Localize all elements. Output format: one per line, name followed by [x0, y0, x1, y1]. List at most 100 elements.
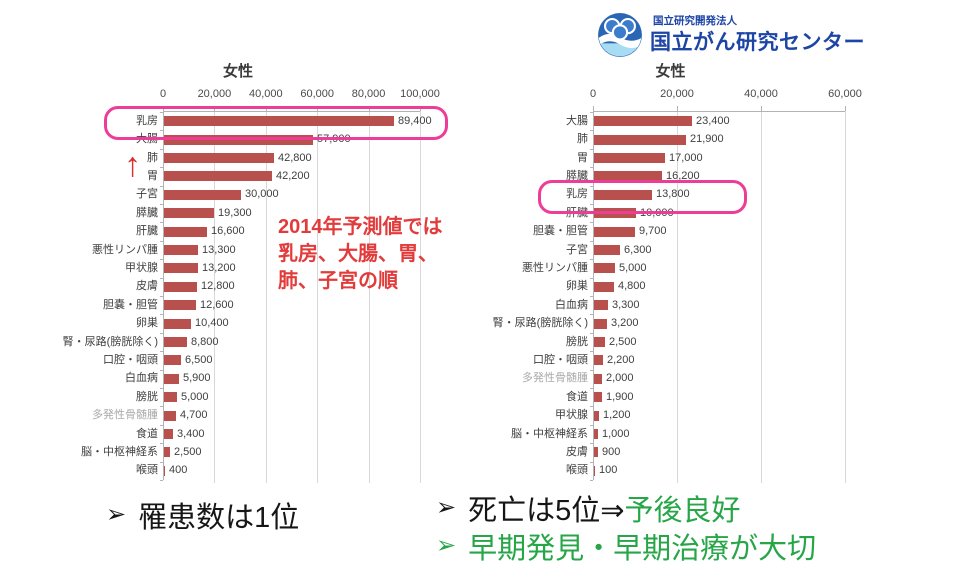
- category-axis-tick: [160, 443, 163, 445]
- category-axis-tick: [590, 222, 593, 224]
- x-tick-label: 0: [159, 88, 167, 100]
- incidence-rank-bullet: ➢ 罹患数は1位: [106, 494, 299, 536]
- value-label: 13,800: [656, 188, 690, 201]
- category-label: 白血病: [125, 372, 158, 385]
- bar: [594, 263, 615, 274]
- gridline: [317, 111, 319, 483]
- bar: [164, 263, 198, 274]
- value-label: 23,400: [696, 114, 730, 127]
- category-axis-tick: [160, 296, 163, 297]
- bar: [164, 392, 177, 403]
- x-tick-label: 80,000: [351, 88, 386, 100]
- axis-tick: [677, 106, 678, 112]
- bar: [164, 171, 272, 182]
- category-label: 膀胱: [566, 335, 588, 348]
- value-label: 1,200: [603, 409, 631, 422]
- value-label: 89,400: [398, 114, 432, 127]
- category-label: 多発性骨髄腫: [92, 409, 158, 422]
- category-label: 乳房: [566, 188, 588, 201]
- category-axis-tick: [160, 167, 163, 169]
- category-axis-tick: [590, 204, 593, 205]
- bar: [164, 410, 176, 421]
- bar: [594, 189, 652, 200]
- gridline: [214, 111, 216, 483]
- ncc-logo-icon: [597, 12, 643, 58]
- category-axis-tick: [160, 351, 163, 353]
- bar: [594, 318, 607, 329]
- gridline: [677, 111, 678, 483]
- category-label: 食道: [566, 390, 588, 403]
- bar: [594, 373, 602, 384]
- bar: [594, 153, 665, 163]
- early-detection-bullet: ➢ 早期発見・早期治療が大切: [436, 525, 816, 567]
- incidence-chart-title: 女性: [222, 63, 253, 80]
- value-label: 100: [599, 464, 618, 477]
- category-label: 甲状腺: [555, 409, 588, 422]
- category-label: 子宮: [136, 188, 158, 201]
- category-axis-tick: [160, 240, 163, 242]
- category-axis-tick: [160, 112, 163, 113]
- category-label: 喉頭: [136, 464, 158, 477]
- category-label: 腎・尿路(膀胱除く): [492, 317, 588, 330]
- category-axis-tick: [590, 240, 593, 242]
- bar: [164, 208, 214, 219]
- gridline: [420, 111, 421, 483]
- bar: [594, 245, 620, 255]
- category-axis-tick: [590, 259, 593, 261]
- bar: [164, 465, 165, 476]
- category-axis-tick: [590, 296, 593, 297]
- bar: [594, 300, 608, 311]
- category-axis-tick: [160, 222, 163, 224]
- arrow-bullet-icon: ➢: [436, 494, 457, 521]
- value-label: 1,900: [606, 390, 634, 403]
- bar: [594, 134, 686, 145]
- bar: [594, 116, 692, 127]
- axis-tick: [845, 106, 846, 112]
- value-label: 2,200: [607, 353, 635, 366]
- value-label: 2,000: [606, 372, 634, 385]
- category-label: 膵臓: [566, 169, 588, 182]
- value-label: 30,000: [245, 188, 279, 201]
- category-axis-tick: [590, 406, 593, 408]
- category-axis-tick: [590, 167, 593, 169]
- bar: [164, 355, 181, 366]
- value-label: 8,800: [191, 335, 219, 348]
- logo-org-name: 国立がん研究センター: [650, 31, 865, 54]
- value-axis-line: [593, 111, 845, 112]
- bar: [594, 465, 595, 476]
- category-label: 肝臓: [136, 225, 158, 238]
- arrow-bullet-icon: ➢: [106, 501, 127, 528]
- value-label: 4,800: [618, 280, 646, 293]
- category-axis-tick: [160, 314, 163, 316]
- bar: [594, 447, 598, 458]
- category-axis-tick: [160, 406, 163, 408]
- x-tick-label: 60,000: [828, 88, 862, 100]
- bar: [164, 447, 170, 458]
- bar: [594, 392, 602, 403]
- category-label: 脳・中枢神経系: [511, 427, 588, 440]
- bar: [594, 410, 599, 421]
- forecast-note: 2014年予測値では 乳房、大腸、胃、 肺、子宮の順: [278, 214, 443, 295]
- highlight-box: [104, 106, 448, 141]
- category-axis-tick: [160, 130, 163, 132]
- bar: [164, 373, 179, 384]
- mortality-rank-black: 死亡は5位⇒: [468, 495, 625, 527]
- category-axis-tick: [160, 277, 163, 279]
- value-label: 3,400: [177, 427, 205, 440]
- category-label: 皮膚: [566, 445, 588, 458]
- value-label: 19,300: [218, 206, 252, 219]
- category-axis-tick: [590, 130, 593, 132]
- category-label: 皮膚: [136, 280, 158, 293]
- category-label: 悪性リンパ腫: [92, 243, 158, 256]
- forecast-note-line: 乳房、大腸、胃、: [278, 243, 438, 265]
- category-axis-tick: [160, 461, 163, 463]
- bar: [164, 226, 207, 237]
- forecast-note-line: 2014年予測値では: [278, 216, 443, 238]
- mortality-rank-bullet: ➢ 死亡は5位⇒予後良好: [436, 487, 741, 529]
- category-axis-tick: [590, 424, 593, 426]
- bar: [164, 116, 394, 127]
- bar: [164, 300, 196, 311]
- category-axis-tick: [160, 388, 163, 389]
- category-label: 肺: [147, 151, 158, 164]
